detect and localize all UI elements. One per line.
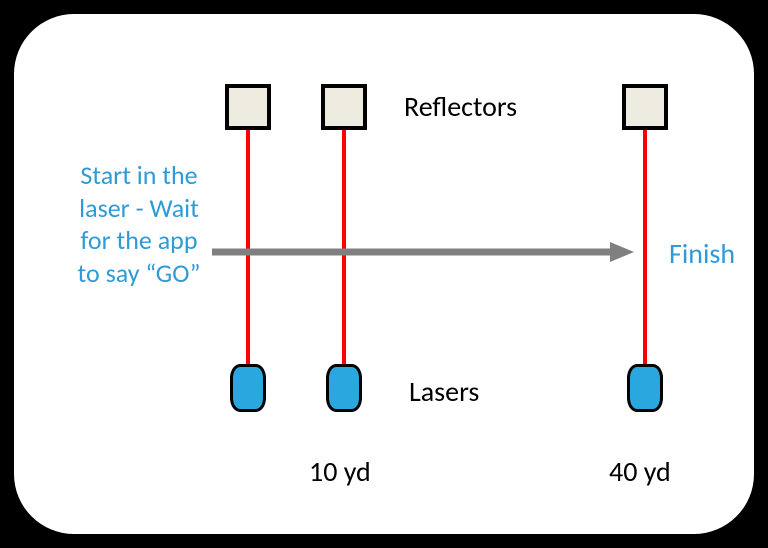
diagram-panel: Reflectors Lasers Start in thelaser - Wa… (14, 14, 754, 534)
reflectors-label: Reflectors (404, 89, 517, 124)
lasers-label: Lasers (409, 374, 479, 409)
distance-label-1: 10 yd (309, 454, 371, 489)
start-instruction: Start in thelaser - Waitfor the appto sa… (54, 159, 224, 289)
finish-label: Finish (669, 236, 735, 271)
distance-label-2: 40 yd (609, 454, 671, 489)
